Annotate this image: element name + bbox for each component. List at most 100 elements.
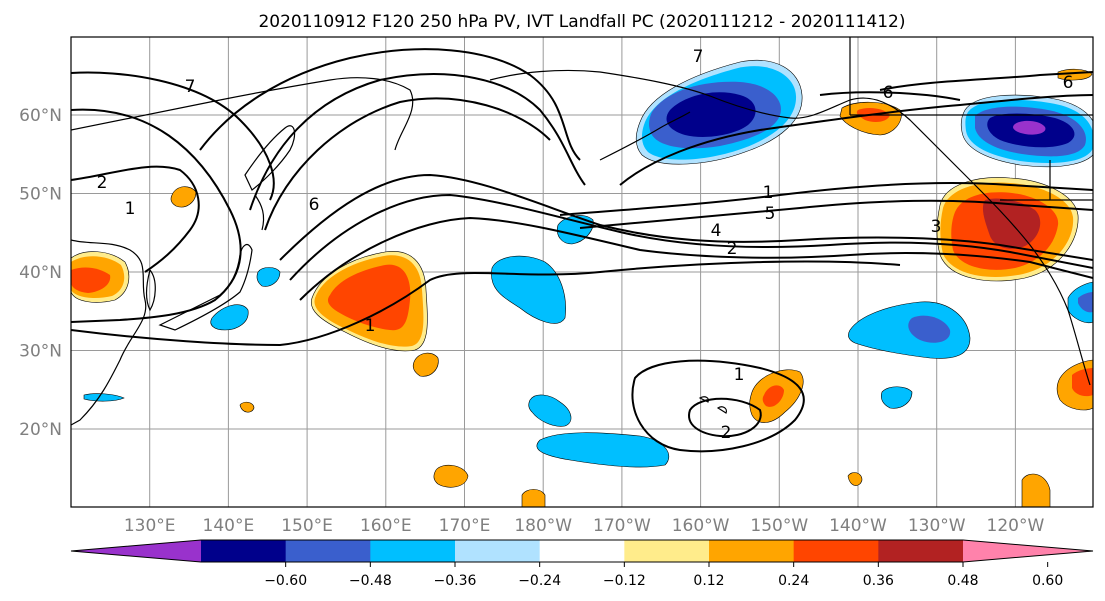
positive-anomaly-small-7 (1021, 473, 1051, 507)
contour-label: 5 (765, 204, 776, 224)
longitude-tick-label: 140°E (203, 516, 255, 536)
negative-anomaly-small-3 (210, 304, 249, 331)
contour-label: 1 (734, 365, 745, 385)
positive-anomaly-east-asia-3 (71, 267, 111, 293)
longitude-tick-label: 160°W (672, 516, 730, 536)
coastline-us-border (1000, 160, 1093, 201)
map-panel: 7 6 2 1 6 1 1 5 4 2 7 6 3 3 1 2 (70, 36, 1094, 508)
positive-anomaly-small-1 (170, 186, 197, 208)
negative-anomaly-northeast-core (1013, 120, 1046, 135)
pv-contour-6-west (71, 108, 242, 323)
pv-contour-7-west (71, 71, 275, 201)
contour-label: 6 (1063, 73, 1074, 93)
positive-anomaly-central-pacific-3 (327, 264, 411, 331)
colorbar: −0.60 −0.48 −0.36 −0.24 −0.12 0.12 0.24 0.36 0.4… (70, 539, 1094, 589)
colorbar-extend-low (71, 540, 201, 562)
pv-contour-ridge-2 (249, 73, 586, 211)
longitude-tick-label: 160°E (360, 516, 412, 536)
contour-label: 1 (365, 316, 376, 336)
longitude-tick-label: 150°W (750, 516, 808, 536)
positive-anomaly-small-3 (239, 401, 255, 413)
positive-anomaly-small-4 (433, 464, 469, 488)
colorbar-tick-label: −0.60 (264, 573, 307, 589)
contour-label: 6 (883, 83, 894, 103)
contour-label: 1 (763, 183, 774, 203)
longitude-axis: 130°E 140°E 150°E 160°E 170°E 180°W 170°W 160°W… (124, 516, 1045, 536)
colorbar-tick-label: 0.36 (863, 573, 894, 589)
colorbar-bin (878, 540, 964, 562)
colorbar-bin (370, 540, 456, 562)
pv-contour-east-3 (879, 71, 1093, 91)
pv-contour-north-7 (619, 94, 1093, 186)
longitude-tick-label: 150°E (281, 516, 333, 536)
colorbar-bin (709, 540, 795, 562)
colorbar-tick-label: −0.12 (603, 573, 646, 589)
pv-contour-trough-3 (299, 216, 1093, 301)
coastline-hawaii (698, 396, 727, 414)
coastline-kuril (254, 194, 265, 231)
pv-contour-north-5 (559, 182, 1093, 216)
coastline-aleutians (599, 111, 691, 161)
positive-anomaly-baja-2 (1072, 368, 1093, 397)
latitude-tick-label: 60°N (19, 106, 62, 126)
colorbar-bin (539, 540, 625, 562)
negative-anomaly-small-8-core (1078, 292, 1093, 313)
colorbar-outline (70, 539, 1094, 563)
coastline-korea (146, 269, 156, 312)
colorbar-tick-label: 0.24 (778, 573, 809, 589)
colorbar-bin (201, 540, 287, 562)
pv-contour-closed-2 (688, 397, 762, 438)
longitude-tick-label: 170°W (593, 516, 651, 536)
contour-labels: 7 6 2 1 6 1 1 5 4 2 7 6 3 3 1 2 (97, 47, 1074, 443)
pv-contour-north-4 (579, 199, 1093, 229)
longitude-tick-label: 120°W (987, 516, 1045, 536)
positive-anomaly-small-6 (847, 472, 863, 486)
colorbar-extend-high (963, 540, 1093, 562)
pv-contour-east-6 (819, 91, 961, 101)
coastline-canada-border (849, 37, 1093, 116)
latitude-tick-label: 30°N (19, 342, 62, 362)
negative-anomaly-small-6-core (908, 315, 951, 343)
coastline-alaska-west (489, 69, 1091, 386)
negative-anomaly-small-4 (528, 394, 572, 427)
contour-label: 6 (309, 195, 320, 215)
contour-label: 4 (711, 221, 722, 241)
latitude-tick-label: 50°N (19, 185, 62, 205)
contour-label: 3 (931, 217, 942, 237)
colorbar-tick-label: 0.60 (1032, 573, 1063, 589)
negative-anomaly-small-6 (848, 301, 971, 359)
pv-contour-2-west (71, 165, 200, 273)
negative-anomaly-gulf-alaska-4 (666, 92, 756, 137)
pv-contour-trough-2 (289, 193, 1093, 281)
latitude-tick-label: 40°N (19, 263, 62, 283)
negative-anomaly-small-2 (256, 267, 281, 287)
contour-label: 7 (693, 47, 704, 67)
contour-label: 2 (97, 173, 108, 193)
negative-anomaly-small-7 (880, 386, 913, 409)
contour-label: 2 (727, 239, 738, 259)
longitude-tick-label: 140°W (829, 516, 887, 536)
contour-label: 2 (721, 423, 732, 443)
pv-contour-ridge-1 (199, 48, 581, 161)
colorbar-bin (285, 540, 371, 562)
colorbar-tick-label: 0.48 (947, 573, 978, 589)
pv-contour-1-west (71, 260, 901, 347)
latitude-tick-label: 20°N (19, 420, 62, 440)
longitude-tick-label: 180°W (514, 516, 572, 536)
colorbar-tick-label: −0.36 (434, 573, 477, 589)
coastline-japan (158, 243, 253, 331)
positive-anomaly-hawaii-2 (762, 385, 784, 407)
pv-contour-closed-1 (631, 359, 805, 453)
negative-anomaly-small-9 (83, 393, 125, 402)
figure-title: 2020110912 F120 250 hPa PV, IVT Landfall… (258, 12, 905, 32)
pv-contours (71, 48, 1093, 453)
negative-anomaly-small-5 (536, 432, 670, 468)
colorbar-tick-label: 0.12 (693, 573, 724, 589)
map-frame (70, 36, 1094, 508)
colorbar-tick-label: −0.24 (518, 573, 561, 589)
colorbar-bin (624, 540, 710, 562)
colorbar-bin (793, 540, 879, 562)
longitude-tick-label: 170°E (439, 516, 491, 536)
longitude-tick-label: 130°E (124, 516, 176, 536)
